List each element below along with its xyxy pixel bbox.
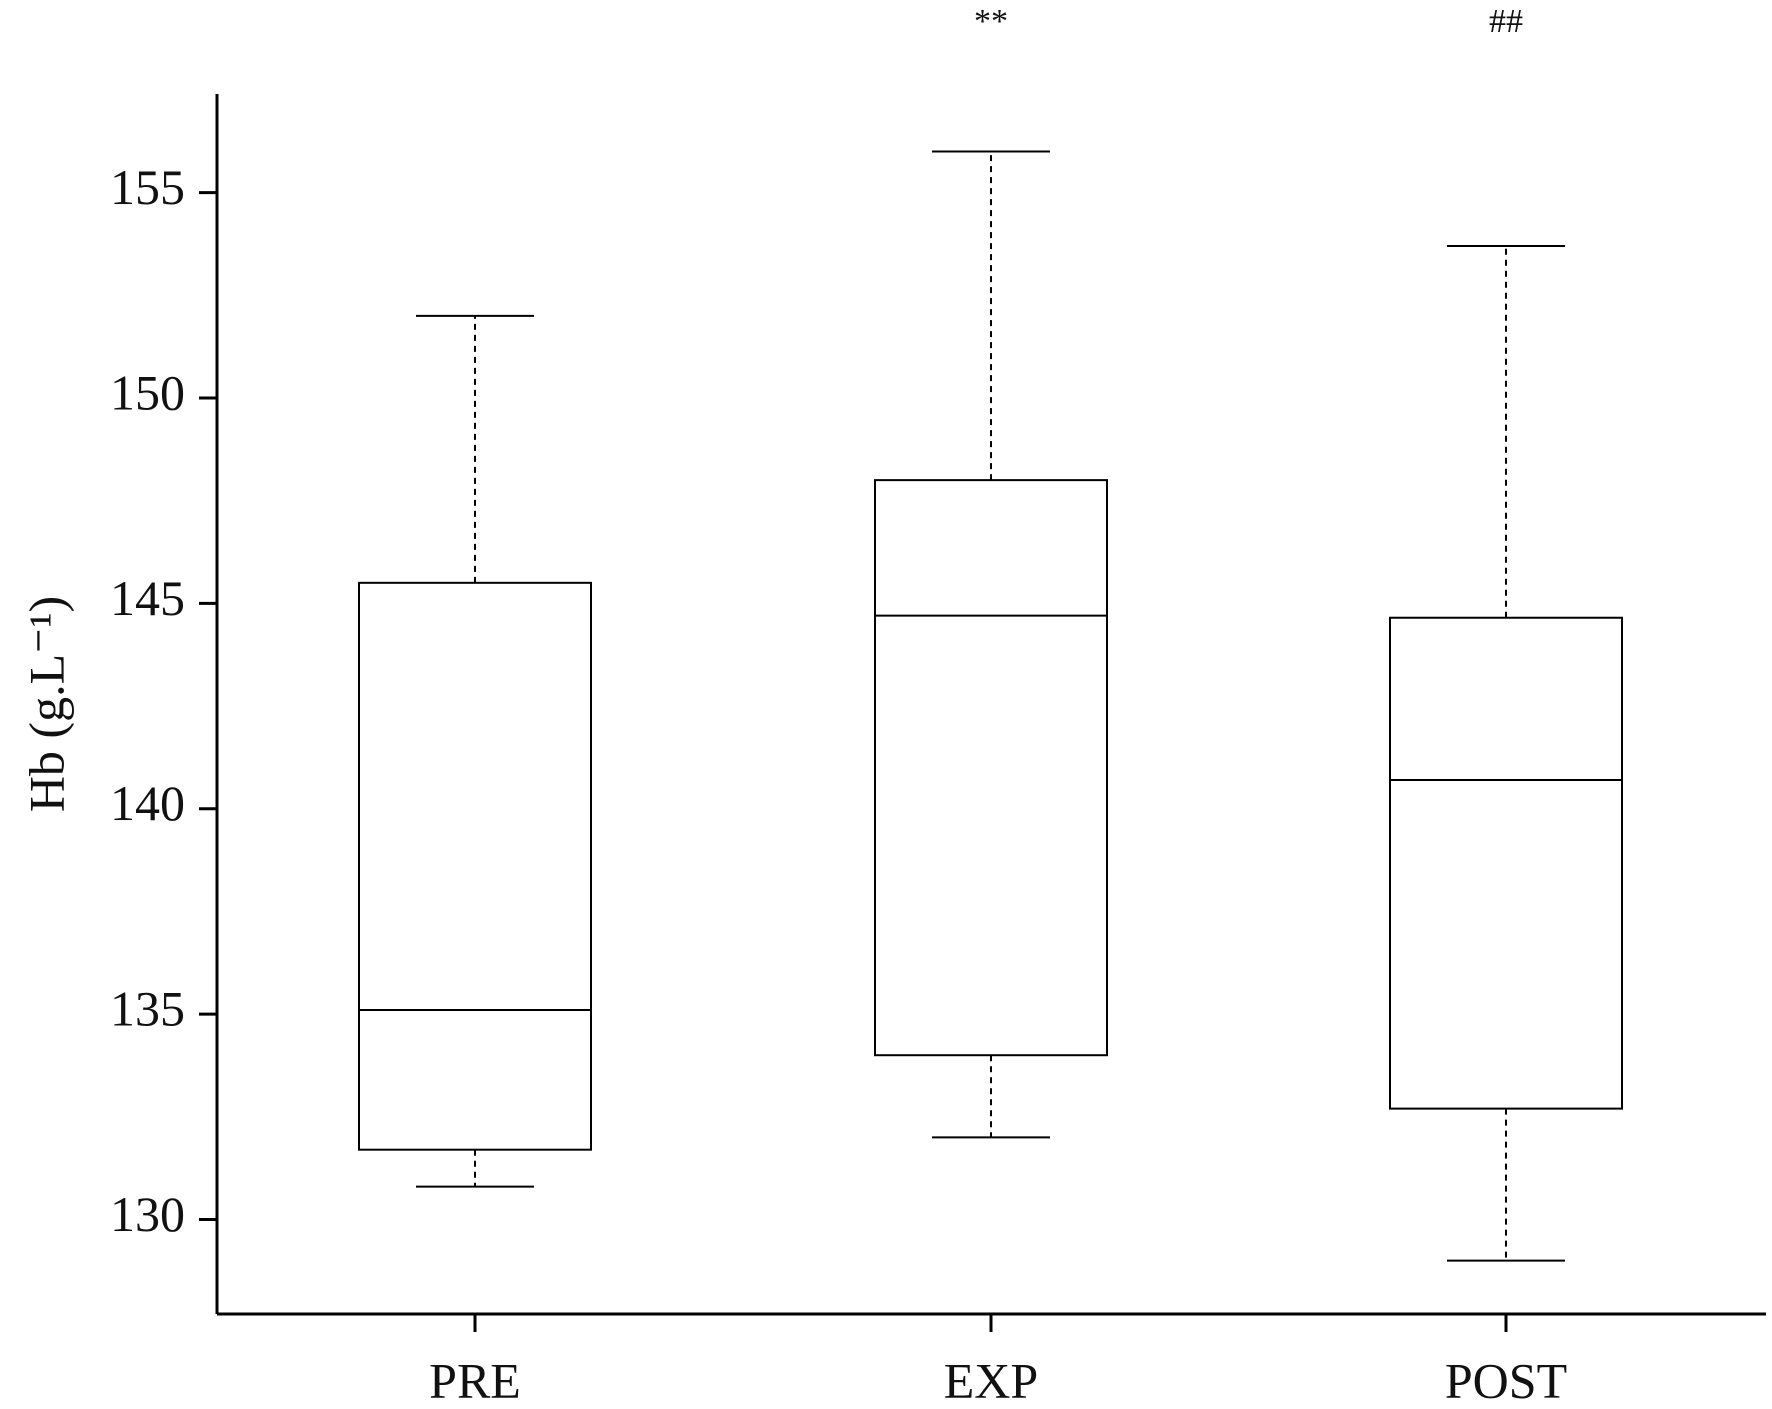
y-axis-label: Hb (g.L⁻¹) bbox=[18, 596, 74, 812]
x-tick-label: EXP bbox=[944, 1352, 1038, 1408]
box bbox=[874, 479, 1108, 1057]
box bbox=[358, 581, 592, 1151]
y-tick-label: 140 bbox=[110, 775, 185, 831]
y-tick-label: 135 bbox=[110, 981, 185, 1037]
x-tick-label: PRE bbox=[429, 1352, 521, 1408]
y-tick-label: 150 bbox=[110, 364, 185, 420]
y-tick-label: 155 bbox=[110, 159, 185, 215]
y-tick-label: 145 bbox=[110, 570, 185, 626]
box bbox=[1389, 616, 1623, 1110]
x-tick-label: POST bbox=[1445, 1352, 1567, 1408]
y-tick-label: 130 bbox=[110, 1186, 185, 1242]
significance-annotation: ## bbox=[1489, 3, 1523, 40]
significance-annotation: ** bbox=[974, 3, 1008, 40]
